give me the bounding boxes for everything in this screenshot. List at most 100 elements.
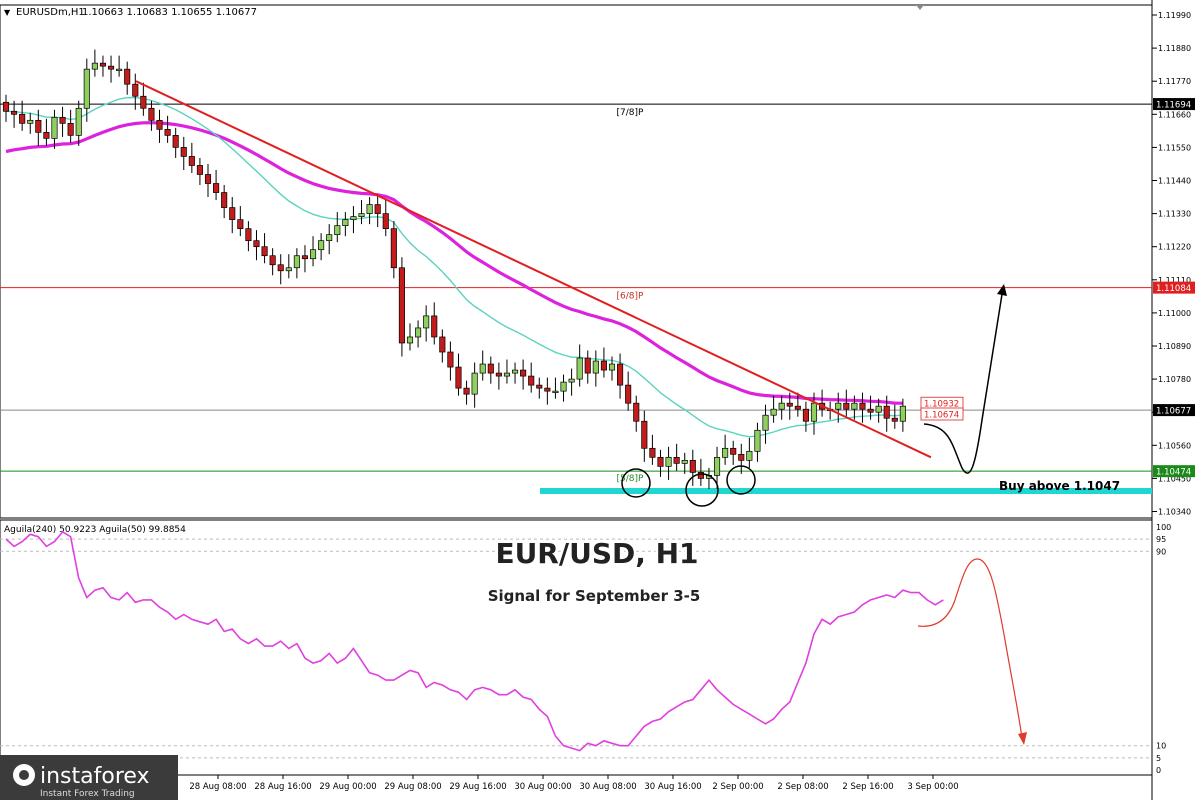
price-tick-label: 1.10890 (1158, 342, 1191, 351)
candle (673, 456, 680, 464)
murrey-levels: [7/8]P1.11694[6/8]P1.11084[5/8]P1.104741… (0, 98, 1195, 484)
time-tick-label: 2 Sep 08:00 (777, 782, 828, 792)
candle (746, 450, 753, 461)
candle (592, 360, 599, 374)
price-tick-label: 1.11220 (1158, 243, 1191, 252)
candle (99, 62, 107, 67)
candle (875, 405, 882, 413)
candle (374, 204, 381, 214)
price-tick-label: 1.11660 (1158, 110, 1191, 119)
header-arrow: ▼ (4, 8, 11, 17)
candle (237, 219, 244, 229)
time-tick-label: 29 Aug 08:00 (384, 782, 441, 792)
candle (350, 216, 357, 220)
time-tick-label: 2 Sep 16:00 (842, 782, 893, 792)
oscillator-forecast (917, 558, 1023, 739)
scroll-marker-icon[interactable] (916, 5, 924, 10)
oscillator-tick-label: 5 (1156, 754, 1161, 763)
bottom-circle-2 (685, 473, 719, 507)
candle (568, 378, 575, 383)
candle (19, 113, 26, 124)
oscillator-header: Aguila(240) 50.9223 Aguila(50) 99.8854 (4, 525, 186, 535)
candle (382, 213, 389, 229)
candle (520, 369, 527, 377)
candle (398, 267, 405, 344)
candle (794, 405, 801, 410)
candle (600, 360, 607, 371)
candle (584, 357, 591, 374)
oscillator-tick-label: 0 (1156, 766, 1161, 775)
candle (415, 327, 422, 338)
ema-slow-layer: 1.10932 (5, 121, 964, 410)
candle (116, 68, 123, 72)
candle (269, 255, 276, 266)
candle (681, 459, 688, 464)
candle (625, 384, 632, 404)
price-tick-label: 1.11330 (1158, 210, 1191, 219)
candle (334, 225, 341, 236)
candle (455, 366, 462, 389)
forecast-arrowhead-icon (997, 284, 1007, 296)
price-label-box (1153, 281, 1195, 294)
candle (301, 255, 309, 260)
brand-name: instaforex (40, 764, 150, 789)
candle (722, 447, 729, 458)
candle (423, 315, 430, 329)
candle (67, 122, 74, 136)
candle (213, 183, 220, 193)
candle (326, 234, 333, 242)
candle (738, 453, 745, 461)
price-label: 1.10474 (1156, 468, 1191, 478)
candle (431, 315, 438, 338)
oscillator-tick-label: 10 (1156, 742, 1166, 751)
forecast-path (923, 287, 1004, 474)
oscillator-tick-label: 95 (1156, 535, 1166, 544)
candles-layer (2, 49, 906, 489)
gear-icon (13, 764, 35, 786)
candle (479, 363, 486, 374)
oscillator-layer (5, 530, 944, 752)
brand-tagline: Instant Forex Trading (40, 789, 135, 799)
header-symbol: EURUSDm,H1 (16, 7, 85, 18)
candle (293, 255, 300, 269)
level-label: [6/8]P (617, 292, 645, 302)
candle (689, 459, 696, 473)
candle (851, 402, 858, 410)
candle (730, 447, 737, 455)
candle (11, 110, 18, 115)
buy-annotation: Buy above 1.1047 (999, 479, 1120, 493)
oscillator-line (5, 530, 944, 752)
candle (665, 456, 672, 467)
candle (511, 369, 519, 374)
candle (309, 249, 317, 260)
candle (35, 119, 42, 133)
price-tick-label: 1.10560 (1158, 441, 1191, 450)
time-tick-label: 30 Aug 00:00 (514, 782, 571, 792)
candle (560, 381, 567, 392)
trendline-label: 1.10674 (924, 411, 959, 421)
candle (172, 135, 179, 148)
candle (471, 372, 478, 395)
price-tick-label: 1.11440 (1158, 177, 1191, 186)
candle (156, 119, 163, 130)
candle (883, 405, 890, 419)
time-tick-label: 29 Aug 00:00 (319, 782, 376, 792)
time-tick-label: 30 Aug 08:00 (579, 782, 636, 792)
trendline-label-box (920, 407, 964, 421)
candle (164, 128, 171, 136)
header-ohlc: 1.10663 1.10683 1.10655 1.10677 (82, 7, 257, 18)
candle (221, 192, 228, 208)
bottom-markers (621, 465, 756, 507)
candle (657, 456, 664, 467)
candle (342, 219, 349, 226)
candle (27, 119, 34, 124)
price-tick-label: 1.10340 (1158, 508, 1191, 517)
price-label: 1.11694 (1156, 101, 1191, 111)
candle (641, 420, 648, 449)
time-tick-label: 28 Aug 16:00 (254, 782, 311, 792)
candle (51, 116, 58, 139)
candle (358, 213, 365, 217)
candle (124, 68, 131, 85)
candle (778, 402, 785, 410)
